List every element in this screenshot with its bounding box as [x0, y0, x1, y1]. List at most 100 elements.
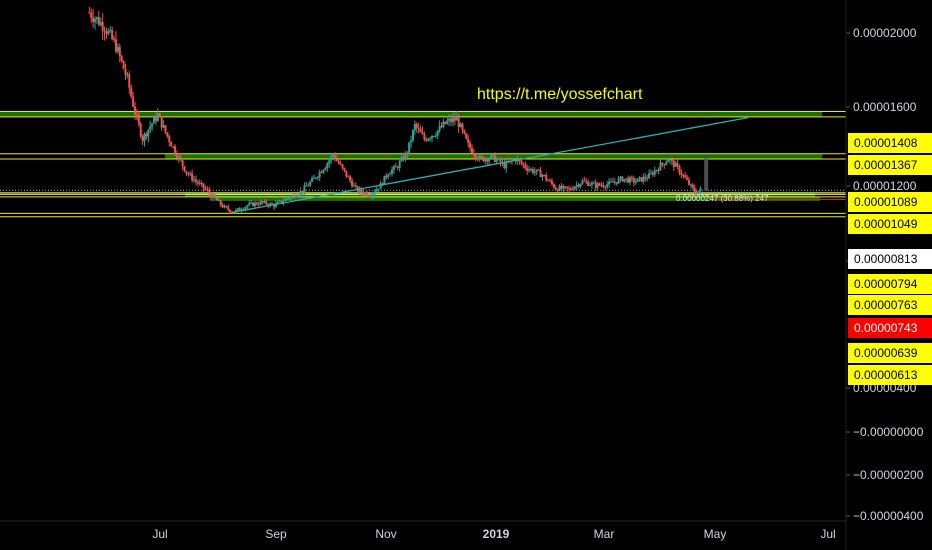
- candle: [120, 54, 123, 63]
- candle: [212, 191, 215, 198]
- price-tag-bg: [848, 133, 932, 153]
- candle-body: [499, 158, 502, 163]
- candle: [145, 131, 148, 140]
- candle-body: [122, 61, 125, 69]
- candle: [659, 159, 662, 171]
- candle-body: [444, 121, 447, 124]
- candle-body: [676, 163, 679, 166]
- candle: [688, 176, 691, 186]
- candle: [177, 155, 180, 163]
- candle: [345, 170, 348, 179]
- candle: [213, 193, 216, 199]
- candle: [524, 161, 527, 171]
- candle: [113, 35, 116, 43]
- candle: [370, 192, 373, 200]
- candle-body: [99, 22, 102, 25]
- candle: [130, 84, 133, 99]
- candle: [413, 120, 416, 136]
- candle-body: [408, 142, 411, 155]
- candle-body: [354, 185, 357, 187]
- candle-body: [379, 183, 382, 189]
- candle-body: [689, 184, 692, 186]
- candle-body: [124, 68, 127, 75]
- candle-body: [135, 114, 138, 116]
- candle-body: [556, 189, 559, 191]
- candle: [200, 180, 203, 187]
- price-tag-label: 0.00000613: [854, 368, 918, 382]
- price-tag-label: 0.00000763: [854, 298, 918, 312]
- candle-body: [554, 187, 557, 190]
- candle-body: [627, 178, 630, 183]
- candle: [215, 196, 218, 201]
- candle-body: [347, 176, 350, 178]
- candle: [206, 186, 209, 192]
- candle: [625, 178, 628, 183]
- candle-body: [569, 188, 572, 190]
- candle-body: [550, 180, 553, 184]
- candle: [217, 198, 220, 202]
- candle: [429, 136, 432, 142]
- candle-body: [128, 74, 131, 88]
- candle: [617, 176, 620, 185]
- candle-body: [535, 169, 538, 172]
- candle: [343, 167, 346, 173]
- candle: [634, 177, 637, 185]
- candle: [661, 162, 664, 167]
- candle-body: [526, 167, 529, 171]
- candle-body: [491, 154, 494, 156]
- candle: [545, 172, 548, 183]
- candle-body: [95, 17, 98, 19]
- candle-body: [425, 139, 428, 141]
- candle: [362, 189, 365, 197]
- candle-body: [107, 30, 110, 34]
- candle: [132, 91, 135, 108]
- price-tag-label: 0.00000743: [854, 321, 918, 335]
- candle: [602, 182, 605, 189]
- candle-body: [272, 204, 275, 207]
- candle: [615, 181, 618, 186]
- candle-body: [653, 170, 656, 175]
- y-tick-label: 0.00001600: [853, 100, 917, 114]
- candle: [354, 182, 357, 191]
- candle-body: [194, 179, 197, 182]
- candle: [415, 122, 418, 133]
- candle: [326, 161, 329, 172]
- candle-body: [111, 29, 114, 40]
- candle-body: [177, 156, 180, 159]
- candle-body: [442, 121, 445, 128]
- candle-body: [568, 188, 571, 190]
- candle: [587, 179, 590, 187]
- candle: [469, 140, 472, 152]
- candle: [406, 151, 409, 159]
- candle-body: [642, 176, 645, 182]
- price-tag-label: 0.00000639: [854, 346, 918, 360]
- candle: [638, 176, 641, 182]
- y-tick-label: −0.00000000: [853, 425, 924, 439]
- candle-body: [636, 178, 639, 182]
- candle: [339, 160, 342, 166]
- candle-body: [482, 156, 485, 162]
- horizontal-levels: [0, 110, 846, 218]
- candle: [497, 157, 500, 161]
- candle: [566, 186, 569, 192]
- candle: [627, 175, 630, 184]
- candle: [394, 163, 397, 168]
- candle: [592, 180, 595, 184]
- candle-body: [632, 178, 635, 183]
- candle-body: [385, 175, 388, 178]
- candle: [530, 167, 533, 172]
- candle: [689, 183, 692, 189]
- candle-body: [476, 158, 479, 160]
- candle: [649, 169, 652, 175]
- candle: [236, 207, 239, 212]
- candle: [571, 185, 574, 191]
- candle: [375, 185, 378, 192]
- candle-body: [613, 182, 616, 184]
- candle-body: [583, 180, 586, 182]
- candle: [153, 115, 156, 124]
- candle: [383, 175, 386, 185]
- time-axis[interactable]: Jul Sep Nov 2019 Mar May Jul: [0, 520, 846, 541]
- y-tick-label: 0.00001200: [853, 179, 917, 193]
- candle-body: [598, 183, 601, 186]
